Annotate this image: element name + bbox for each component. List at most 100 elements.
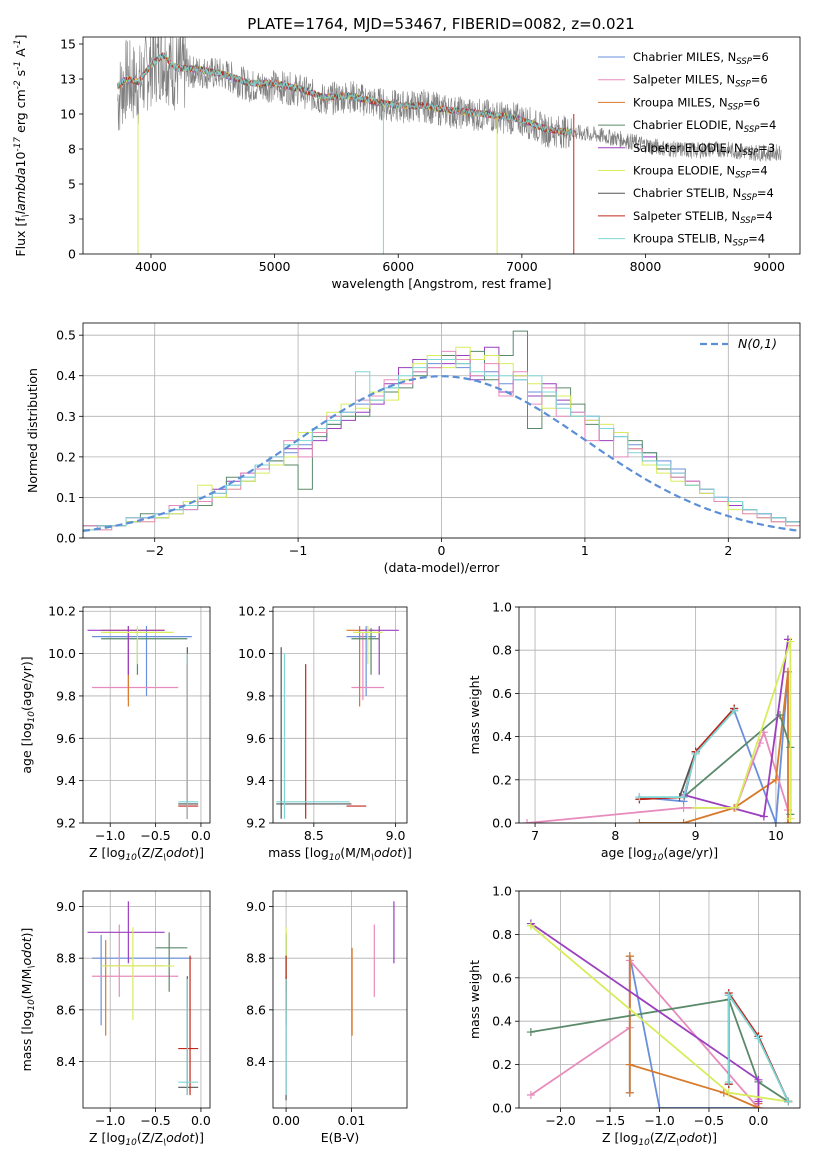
- plot-area: [285, 901, 395, 1101]
- mass-weight-line: [683, 639, 789, 818]
- y-tick-label: 0.4: [492, 729, 512, 744]
- mass-weight-marker: [771, 775, 780, 784]
- x-axis-label: Z [log10​(Z/Z\​odot)]: [89, 845, 204, 863]
- mass-weight-marker: [724, 1088, 733, 1097]
- legend-label: Salpeter MILES, NSSP=6: [633, 73, 768, 90]
- mass-weight-marker: [625, 1060, 634, 1069]
- plot-area: [117, 37, 782, 254]
- x-tick-label: 0.01: [338, 1113, 366, 1128]
- y-tick-label: 13: [60, 72, 76, 87]
- x-tick-label: −1.5: [595, 1113, 625, 1128]
- y-tick-label: 5: [68, 177, 76, 192]
- legend-label: Kroupa ELODIE, NSSP=4: [633, 164, 768, 181]
- legend: Chabrier MILES, NSSP=6 Salpeter MILES, NS…: [598, 50, 776, 249]
- x-tick-label: 10: [768, 828, 784, 843]
- y-axis-label: age [log10​(age/yr)]: [19, 656, 37, 773]
- x-tick-label: −1.0: [95, 828, 125, 843]
- x-tick-label: −0.5: [140, 828, 170, 843]
- mass-weight-marker: [679, 793, 688, 802]
- mass-weight-marker: [655, 1104, 664, 1108]
- y-tick-label: 10.2: [238, 604, 266, 619]
- mass-weight-line: [639, 671, 789, 823]
- panel-age-vs-Z: −1.0 −0.5 0.0 9.2 9.4 9.6 9.8 10.0 10.2 Z [log10​…: [19, 604, 211, 863]
- y-tick-label: 9.8: [56, 688, 76, 703]
- mass-weight-marker: [754, 1034, 763, 1043]
- y-tick-label: 9.0: [246, 899, 266, 914]
- y-tick-label: 8.8: [246, 951, 266, 966]
- x-axis-label: E(B-V): [321, 1130, 360, 1145]
- x-tick-label: −1: [289, 543, 307, 558]
- legend-label: Kroupa STELIB, NSSP=4: [633, 232, 765, 249]
- axes-frame: [272, 606, 408, 824]
- x-tick-label: −2.0: [545, 1113, 575, 1128]
- y-tick-label: 0.8: [492, 927, 512, 942]
- histogram-series: [83, 359, 800, 538]
- y-tick-label: 0.6: [492, 970, 512, 985]
- mass-weight-marker: [784, 1097, 793, 1106]
- mass-weight-marker: [526, 1090, 535, 1099]
- y-tick-label: 10.0: [238, 646, 266, 661]
- y-tick-label: 8.6: [246, 1002, 266, 1017]
- y-axis-label: Normed distribution: [25, 368, 40, 493]
- mass-weight-marker: [786, 814, 795, 823]
- normal-curve: [83, 375, 800, 532]
- mass-weight-line: [639, 710, 735, 798]
- legend-label: Salpeter ELODIE, NSSP=3: [633, 141, 775, 158]
- plot-area: [276, 626, 399, 819]
- x-tick-label: 8: [611, 828, 619, 843]
- y-axis-label: mass weight: [467, 675, 482, 754]
- plot-area: [83, 330, 800, 538]
- mass-weight-marker: [523, 819, 532, 823]
- y-axis-label: Flux [f\​lambda10-17​ erg cm-2​ s-1​ A-1…: [13, 34, 31, 256]
- mass-weight-line: [530, 998, 789, 1103]
- x-tick-label: 9: [692, 828, 700, 843]
- legend-label: Chabrier ELODIE, NSSP=4: [633, 118, 776, 135]
- x-axis-label: wavelength [Angstrom, rest frame]: [331, 276, 551, 291]
- mass-weight-marker: [625, 952, 634, 961]
- y-tick-label: 0.0: [492, 816, 512, 831]
- mass-weight-marker: [691, 803, 700, 812]
- y-tick-label: 3: [68, 212, 76, 227]
- x-tick-label: 9.0: [386, 828, 406, 843]
- y-tick-label: 15: [60, 37, 76, 52]
- mass-weight-marker: [526, 921, 535, 930]
- y-tick-label: 8.4: [56, 1054, 76, 1069]
- mass-weight-line: [695, 641, 792, 819]
- y-tick-label: 8.6: [56, 1002, 76, 1017]
- y-tick-label: 0.3: [56, 409, 76, 424]
- mass-weight-marker: [679, 803, 688, 812]
- x-tick-label: 1: [581, 543, 589, 558]
- panels: 4000 5000 6000 7000 8000 90000358101315wavele…: [13, 34, 801, 1148]
- y-tick-label: 0.4: [56, 368, 76, 383]
- y-tick-label: 0: [68, 247, 76, 262]
- y-tick-label: 9.4: [246, 773, 266, 788]
- axes-frame: [518, 890, 801, 1109]
- figure-title: PLATE=1764, MJD=53467, FIBERID=0082, z=0…: [247, 15, 634, 33]
- x-tick-label: 8000: [630, 259, 662, 274]
- y-tick-label: 0.2: [56, 449, 76, 464]
- y-tick-label: 9.8: [246, 688, 266, 703]
- y-tick-label: 0.0: [492, 1101, 512, 1116]
- mass-weight-marker: [730, 706, 739, 715]
- y-tick-label: 10: [60, 107, 76, 122]
- x-tick-label: 0.0: [748, 1113, 768, 1128]
- x-tick-label: 9000: [753, 259, 785, 274]
- x-tick-label: 0.00: [272, 1113, 300, 1128]
- panel-residuals: −2 −1 0 1 2 0.0 0.1 0.2 0.3 0.4 0.5 (data-model)/er…: [25, 322, 801, 575]
- axes-frame: [518, 606, 801, 824]
- y-tick-label: 9.2: [56, 816, 76, 831]
- plot-area: [87, 626, 199, 819]
- mass-weight-marker: [635, 819, 644, 823]
- x-tick-label: −0.5: [694, 1113, 724, 1128]
- panel-mass-vs-Z: −1.0 −0.5 0.0 8.4 8.6 8.8 9.0 Z [log10​(Z/Z\​od…: [19, 890, 211, 1148]
- y-tick-label: 0.5: [56, 328, 76, 343]
- mass-weight-marker: [679, 819, 688, 823]
- y-axis-label: mass [log10​(M/M\​odot)]: [19, 928, 37, 1072]
- x-tick-label: 5000: [259, 259, 291, 274]
- y-axis-label: mass weight: [467, 960, 482, 1039]
- mass-weight-marker: [526, 1028, 535, 1037]
- x-tick-label: −1.0: [644, 1113, 674, 1128]
- y-tick-label: 0.2: [492, 772, 512, 787]
- mass-weight-marker: [783, 819, 792, 823]
